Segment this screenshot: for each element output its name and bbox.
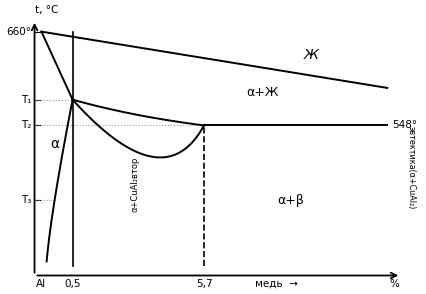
Text: 5,7: 5,7 (196, 279, 212, 289)
Text: T₁: T₁ (20, 95, 31, 105)
Text: α+β: α+β (277, 194, 304, 207)
Text: Ж: Ж (304, 48, 319, 62)
Text: 0,5: 0,5 (64, 279, 81, 289)
Text: T₃: T₃ (21, 196, 31, 206)
Text: α: α (51, 137, 60, 151)
Text: медь  →: медь → (255, 279, 298, 289)
Text: α+Ж: α+Ж (247, 86, 279, 99)
Text: 548°: 548° (392, 121, 417, 131)
Text: Al: Al (36, 279, 46, 289)
Text: %: % (389, 279, 399, 289)
Text: T₂: T₂ (21, 121, 31, 131)
Text: α+CuAl₂втор: α+CuAl₂втор (130, 156, 139, 212)
Text: t, °C: t, °C (35, 5, 58, 15)
Text: эвтектика(α+CuAl₂): эвтектика(α+CuAl₂) (407, 126, 416, 209)
Text: 660°: 660° (6, 27, 31, 37)
